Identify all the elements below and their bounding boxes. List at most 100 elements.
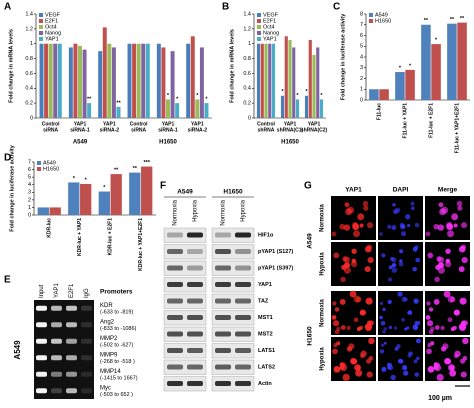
cell [390, 374, 396, 381]
cell [348, 343, 355, 350]
cell [407, 311, 411, 315]
cell [426, 348, 432, 355]
y-tick-label: 0.4 [25, 86, 33, 92]
cell [358, 325, 363, 330]
cell [456, 200, 463, 207]
cell [434, 276, 440, 283]
cell [366, 222, 374, 229]
blot-band [235, 249, 251, 254]
gel-band [36, 355, 47, 361]
gel-band [66, 371, 77, 377]
y-tick-label: 4 [28, 182, 31, 188]
column-label: YAP1 [345, 187, 362, 194]
condition-label: Normoxia [320, 204, 326, 232]
blot-strip [163, 244, 207, 260]
significance: ** [450, 17, 455, 23]
cell [344, 202, 350, 208]
y-axis-title: Fold change in luciferase activity [340, 13, 346, 100]
cell [410, 201, 415, 206]
gel-band [36, 322, 47, 328]
panel-label: G [304, 181, 312, 192]
cell [462, 337, 469, 345]
y-tick-label: 0 [248, 115, 251, 121]
legend-swatch [39, 31, 43, 35]
y-tick-label: 0.6 [243, 71, 251, 77]
blot-band [167, 348, 183, 353]
significance: * [205, 97, 208, 103]
cell [399, 259, 403, 263]
bar [199, 47, 204, 118]
significance: ** [133, 166, 138, 172]
bar [166, 99, 170, 118]
y-axis-title: Fold change in mRNA levels [8, 29, 14, 103]
y-tick-label: 1 [360, 87, 363, 93]
bar [53, 43, 58, 118]
cell [353, 317, 359, 323]
cell [388, 363, 393, 368]
blot-band [215, 249, 231, 254]
cell [414, 222, 420, 228]
cell [454, 350, 461, 357]
cell [412, 324, 419, 330]
x-tick-label: shRNA(C1) [277, 127, 304, 133]
cell [447, 317, 453, 323]
cell [352, 223, 360, 231]
significance: ** [114, 168, 119, 174]
blot-strip [163, 376, 207, 392]
region-label: (-268 to -518 ) [100, 359, 135, 365]
significance: * [73, 176, 76, 182]
cell [403, 370, 409, 376]
condition-label: Hypoxia [241, 199, 247, 221]
cell [336, 341, 341, 346]
bar [145, 43, 150, 118]
cell [453, 310, 458, 315]
cell [434, 362, 440, 368]
significance: * [85, 177, 88, 183]
cell [331, 231, 337, 237]
blot-band [187, 282, 203, 287]
x-tick-label: F11-luc + E2F1 [428, 103, 434, 138]
cell [379, 232, 383, 236]
cell [397, 291, 403, 297]
blot-band [167, 364, 183, 370]
cell [383, 327, 387, 331]
panel-label: E [4, 275, 11, 286]
micrograph [378, 196, 423, 240]
blot-band [215, 282, 231, 287]
gel-band [51, 305, 62, 311]
y-tick-label: 0.8 [25, 56, 33, 62]
cell [354, 364, 361, 371]
cell [399, 249, 404, 254]
cell [343, 256, 351, 264]
y-tick-label: 1.4 [243, 11, 251, 17]
cell-line-label: H1650 [223, 189, 243, 196]
bar [132, 43, 137, 118]
protein-label: pYAP1 (S127) [258, 249, 293, 255]
significance: ** [460, 16, 465, 22]
cell [400, 224, 406, 230]
legend-swatch [257, 25, 261, 29]
legend-swatch [39, 13, 43, 17]
gel-band [36, 338, 47, 344]
y-tick-label: 0.6 [25, 71, 33, 77]
protein-label: TAZ [258, 298, 269, 304]
blot-band [215, 331, 231, 337]
panel-label: A [4, 2, 11, 13]
legend-label: Oct4 [45, 24, 57, 30]
legend-label: A549 [43, 160, 56, 166]
legend-label: E2F1 [263, 18, 276, 24]
y-tick-label: 4 [360, 54, 363, 60]
legend-swatch [39, 37, 43, 41]
bar [102, 27, 107, 118]
cell [435, 264, 441, 270]
blot-strip [211, 227, 255, 243]
y-tick-label: 6 [360, 33, 363, 39]
y-tick-label: 7 [28, 159, 31, 165]
y-tick-label: 5 [360, 44, 363, 50]
significance: * [103, 185, 106, 191]
cell [401, 317, 405, 322]
cell [414, 372, 420, 377]
x-tick-label: Control [130, 121, 148, 127]
y-tick-label: 8 [360, 11, 363, 17]
protein-label: LATS2 [258, 364, 275, 370]
